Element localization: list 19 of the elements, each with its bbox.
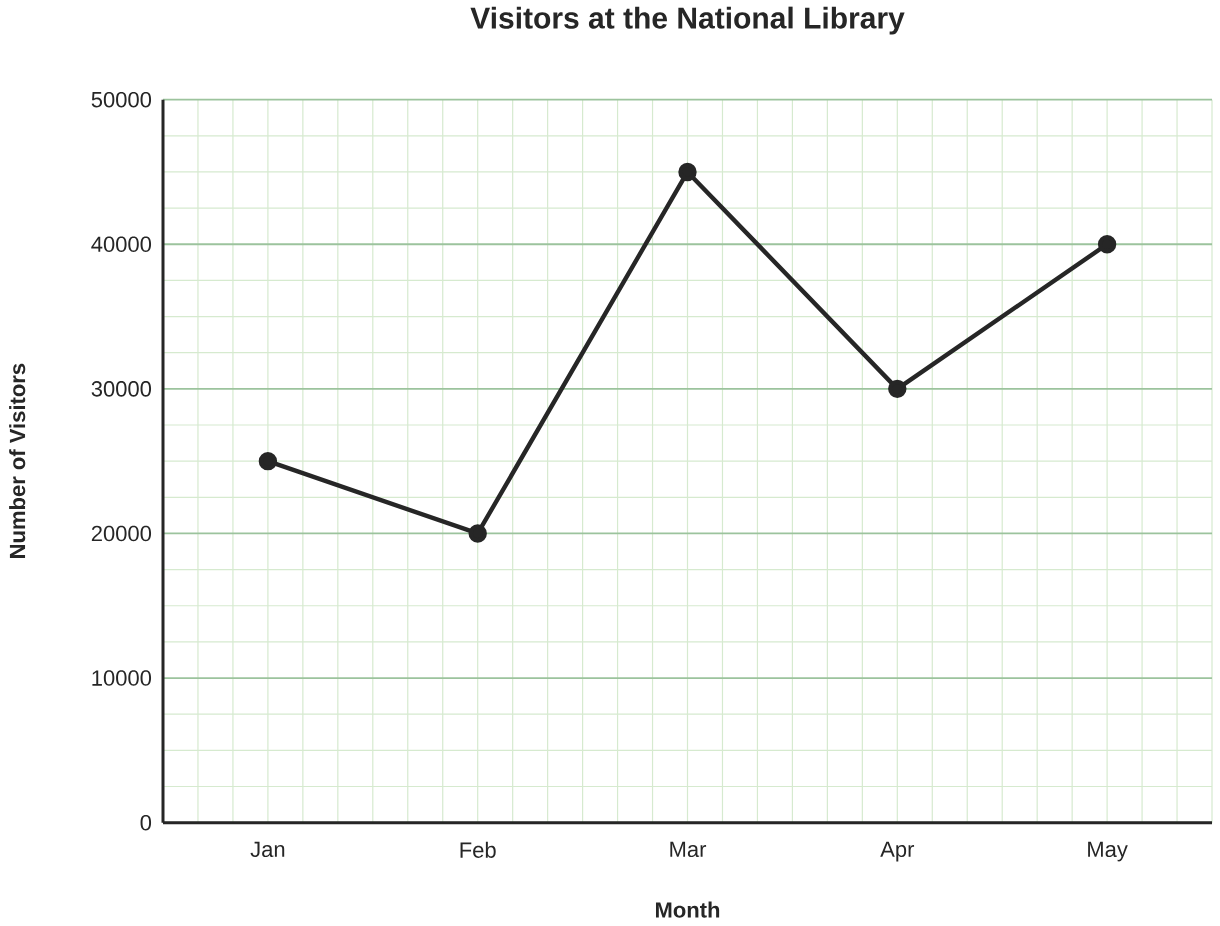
y-tick-label: 50000 xyxy=(91,92,152,108)
point xyxy=(888,379,907,399)
point xyxy=(468,524,487,543)
x-tick-label: Feb xyxy=(460,841,496,859)
x-axis-title: Month xyxy=(655,901,720,918)
point xyxy=(258,452,278,471)
y-tick-label: 30000 xyxy=(91,381,152,397)
y-tick-label: 40000 xyxy=(91,236,152,253)
y-tick-label: 10000 xyxy=(92,670,152,687)
point xyxy=(678,162,697,182)
x-tick-label: Apr xyxy=(880,841,915,862)
y-tick-label: 20000 xyxy=(91,525,152,542)
y-tick-label: 0 xyxy=(140,815,152,831)
x-tick-label: Mar xyxy=(670,841,707,858)
x-tick-label: May xyxy=(1088,841,1128,862)
chart-title: Visitors at the National Library xyxy=(470,6,905,35)
x-tick-label: Jan xyxy=(250,841,285,858)
y-axis-title: Number of Visitors xyxy=(9,364,26,559)
point xyxy=(1097,235,1117,254)
